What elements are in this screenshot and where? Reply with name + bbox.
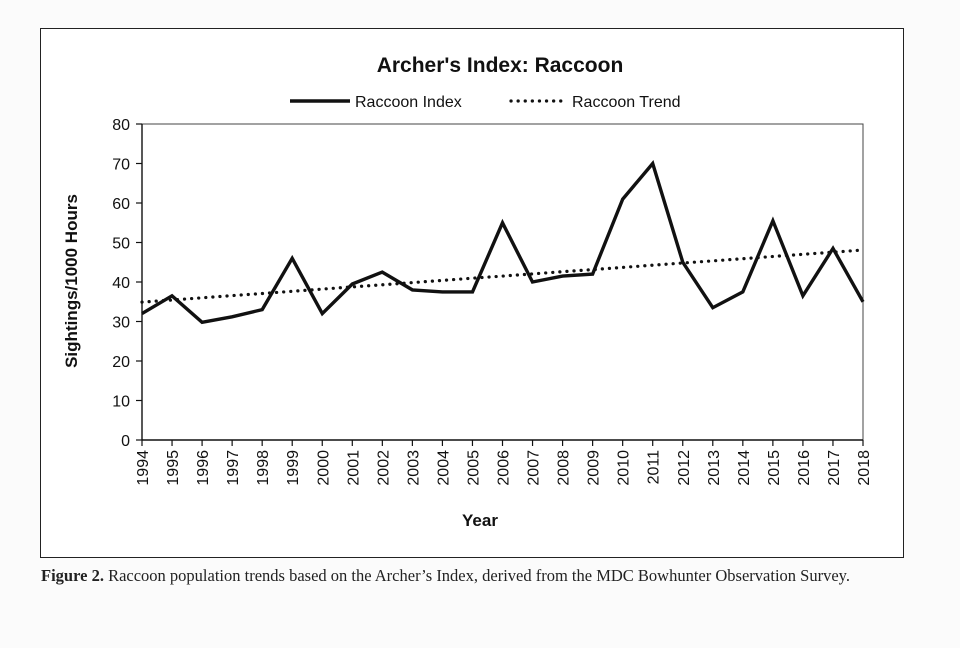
figure-caption-text: Raccoon population trends based on the A… [103,566,850,585]
line-chart: Archer's Index: Raccoon Raccoon Index Rac… [62,54,873,530]
x-axis-label: Year [462,511,498,530]
y-tick-label: 70 [112,157,130,174]
x-tick-label: 2005 [465,450,482,486]
y-tick-label: 0 [121,433,130,450]
x-tick-label: 2016 [796,450,813,486]
y-tick-label: 40 [112,275,130,292]
x-tick-label: 2018 [856,450,873,486]
y-tick-label: 80 [112,117,130,134]
x-tick-label: 2006 [496,450,513,486]
x-tick-label: 2004 [435,450,452,486]
y-axis-label: Sightings/1000 Hours [62,194,81,368]
x-tick-label: 2013 [706,450,723,486]
x-tick-label: 2002 [375,450,392,486]
x-tick-label: 1997 [225,450,242,486]
legend-label: Raccoon Trend [572,94,681,111]
x-tick-label: 2010 [616,450,633,486]
x-tick-label: 2001 [345,450,362,486]
x-tick-label: 1995 [165,450,182,486]
y-tick-label: 20 [112,354,130,371]
x-tick-label: 2000 [315,450,332,486]
figure-caption: Figure 2. Raccoon population trends base… [41,566,901,586]
legend-label: Raccoon Index [355,94,462,111]
y-tick-label: 30 [112,315,130,332]
figure-caption-label: Figure 2. [41,566,104,585]
x-tick-label: 2008 [556,450,573,486]
y-tick-label: 60 [112,196,130,213]
chart-title: Archer's Index: Raccoon [377,54,624,77]
x-tick-label: 2017 [826,450,843,486]
x-tick-label: 1996 [195,450,212,486]
y-tick-label: 10 [112,394,130,411]
x-tick-label: 2014 [736,450,753,486]
x-tick-label: 2012 [676,450,693,486]
x-tick-label: 1998 [255,450,272,486]
index-line [141,160,865,325]
x-tick-label: 2011 [646,450,663,485]
chart-series [140,160,865,325]
y-tick-label: 50 [112,236,130,253]
chart-axes: 0 10 20 30 40 50 60 70 80 1994 1995 1996 1997 1998 199… [112,117,873,486]
x-tick-label: 2009 [586,450,603,486]
chart-legend: Raccoon Index Raccoon Trend [290,94,681,111]
trend-line [140,248,865,304]
figure-frame: Archer's Index: Raccoon Raccoon Index Rac… [40,28,904,558]
x-tick-label: 1999 [285,450,302,486]
x-tick-label: 2007 [526,450,543,486]
plot-area [141,123,864,441]
x-tick-label: 2015 [766,450,783,486]
x-tick-label: 1994 [135,450,152,486]
x-tick-label: 2003 [405,450,422,486]
